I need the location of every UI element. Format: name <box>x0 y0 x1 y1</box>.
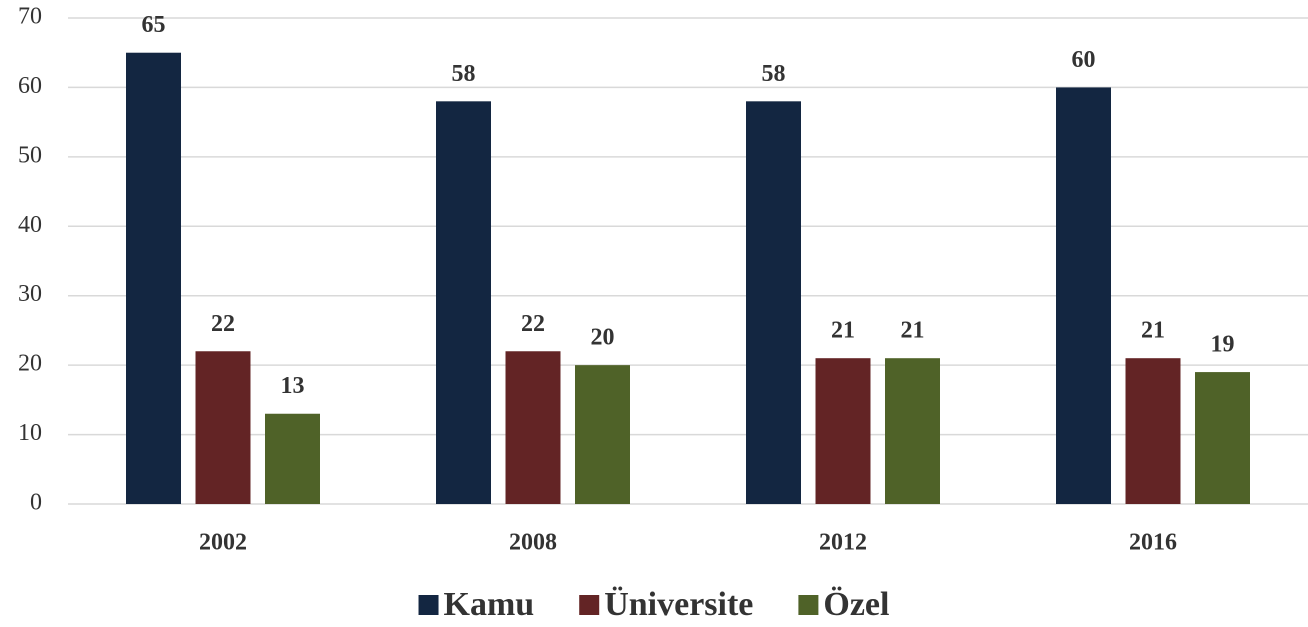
data-label: 22 <box>211 311 235 337</box>
data-label: 65 <box>142 12 166 38</box>
legend-swatch <box>579 595 600 615</box>
legend-label: Özel <box>823 586 889 623</box>
legend-swatch <box>418 595 439 615</box>
x-tick-label: 2012 <box>819 530 867 556</box>
legend-label: Kamu <box>444 586 535 623</box>
y-tick-label: 30 <box>18 281 42 307</box>
bar <box>265 413 320 504</box>
data-label: 58 <box>452 61 476 87</box>
legend-label: Üniversite <box>604 586 753 623</box>
bar <box>815 358 871 504</box>
bar <box>1125 358 1181 504</box>
bar <box>746 101 801 505</box>
data-label: 21 <box>1141 318 1165 344</box>
x-tick-label: 2016 <box>1129 530 1177 556</box>
bar <box>1195 372 1250 504</box>
legend-swatch <box>798 595 819 615</box>
data-label: 22 <box>521 311 545 337</box>
x-tick-label: 2002 <box>199 530 247 556</box>
y-tick-label: 60 <box>18 73 42 99</box>
data-label: 13 <box>281 373 305 399</box>
data-label: 21 <box>901 318 925 344</box>
bar <box>436 101 491 505</box>
data-label: 19 <box>1211 332 1235 358</box>
bar <box>126 52 181 504</box>
bar <box>575 365 630 504</box>
x-tick-label: 2008 <box>509 530 557 556</box>
data-label: 58 <box>762 61 786 87</box>
bar <box>885 358 940 504</box>
y-tick-label: 10 <box>18 420 42 446</box>
y-tick-label: 20 <box>18 351 42 377</box>
bar <box>505 351 561 504</box>
data-label: 60 <box>1072 47 1096 73</box>
data-label: 20 <box>591 325 615 351</box>
y-tick-label: 40 <box>18 212 42 238</box>
y-tick-label: 50 <box>18 142 42 168</box>
y-tick-label: 70 <box>18 4 42 30</box>
y-tick-label: 0 <box>30 490 42 516</box>
data-label: 21 <box>831 318 855 344</box>
bar <box>195 351 251 504</box>
bar <box>1056 87 1111 504</box>
